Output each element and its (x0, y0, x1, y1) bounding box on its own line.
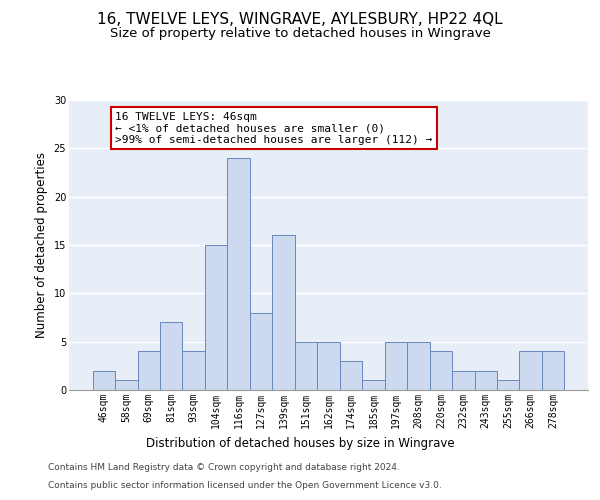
Bar (115, 380, 137, 390)
Bar (272, 236, 295, 390)
Bar (137, 352, 160, 390)
Bar (542, 352, 565, 390)
Text: 16 TWELVE LEYS: 46sqm
← <1% of detached houses are smaller (0)
>99% of semi-deta: 16 TWELVE LEYS: 46sqm ← <1% of detached … (115, 112, 433, 145)
Bar (385, 342, 407, 390)
Bar (92, 370, 115, 390)
Bar (227, 158, 250, 390)
Y-axis label: Number of detached properties: Number of detached properties (35, 152, 48, 338)
Bar (520, 352, 542, 390)
Text: Contains HM Land Registry data © Crown copyright and database right 2024.: Contains HM Land Registry data © Crown c… (48, 464, 400, 472)
Text: Distribution of detached houses by size in Wingrave: Distribution of detached houses by size … (146, 438, 454, 450)
Text: 16, TWELVE LEYS, WINGRAVE, AYLESBURY, HP22 4QL: 16, TWELVE LEYS, WINGRAVE, AYLESBURY, HP… (97, 12, 503, 28)
Bar (497, 380, 520, 390)
Bar (160, 322, 182, 390)
Text: Size of property relative to detached houses in Wingrave: Size of property relative to detached ho… (110, 28, 490, 40)
Bar (182, 352, 205, 390)
Bar (362, 380, 385, 390)
Bar (407, 342, 430, 390)
Text: Contains public sector information licensed under the Open Government Licence v3: Contains public sector information licen… (48, 481, 442, 490)
Bar (340, 361, 362, 390)
Bar (452, 370, 475, 390)
Bar (295, 342, 317, 390)
Bar (317, 342, 340, 390)
Bar (430, 352, 452, 390)
Bar (475, 370, 497, 390)
Bar (250, 312, 272, 390)
Bar (205, 245, 227, 390)
